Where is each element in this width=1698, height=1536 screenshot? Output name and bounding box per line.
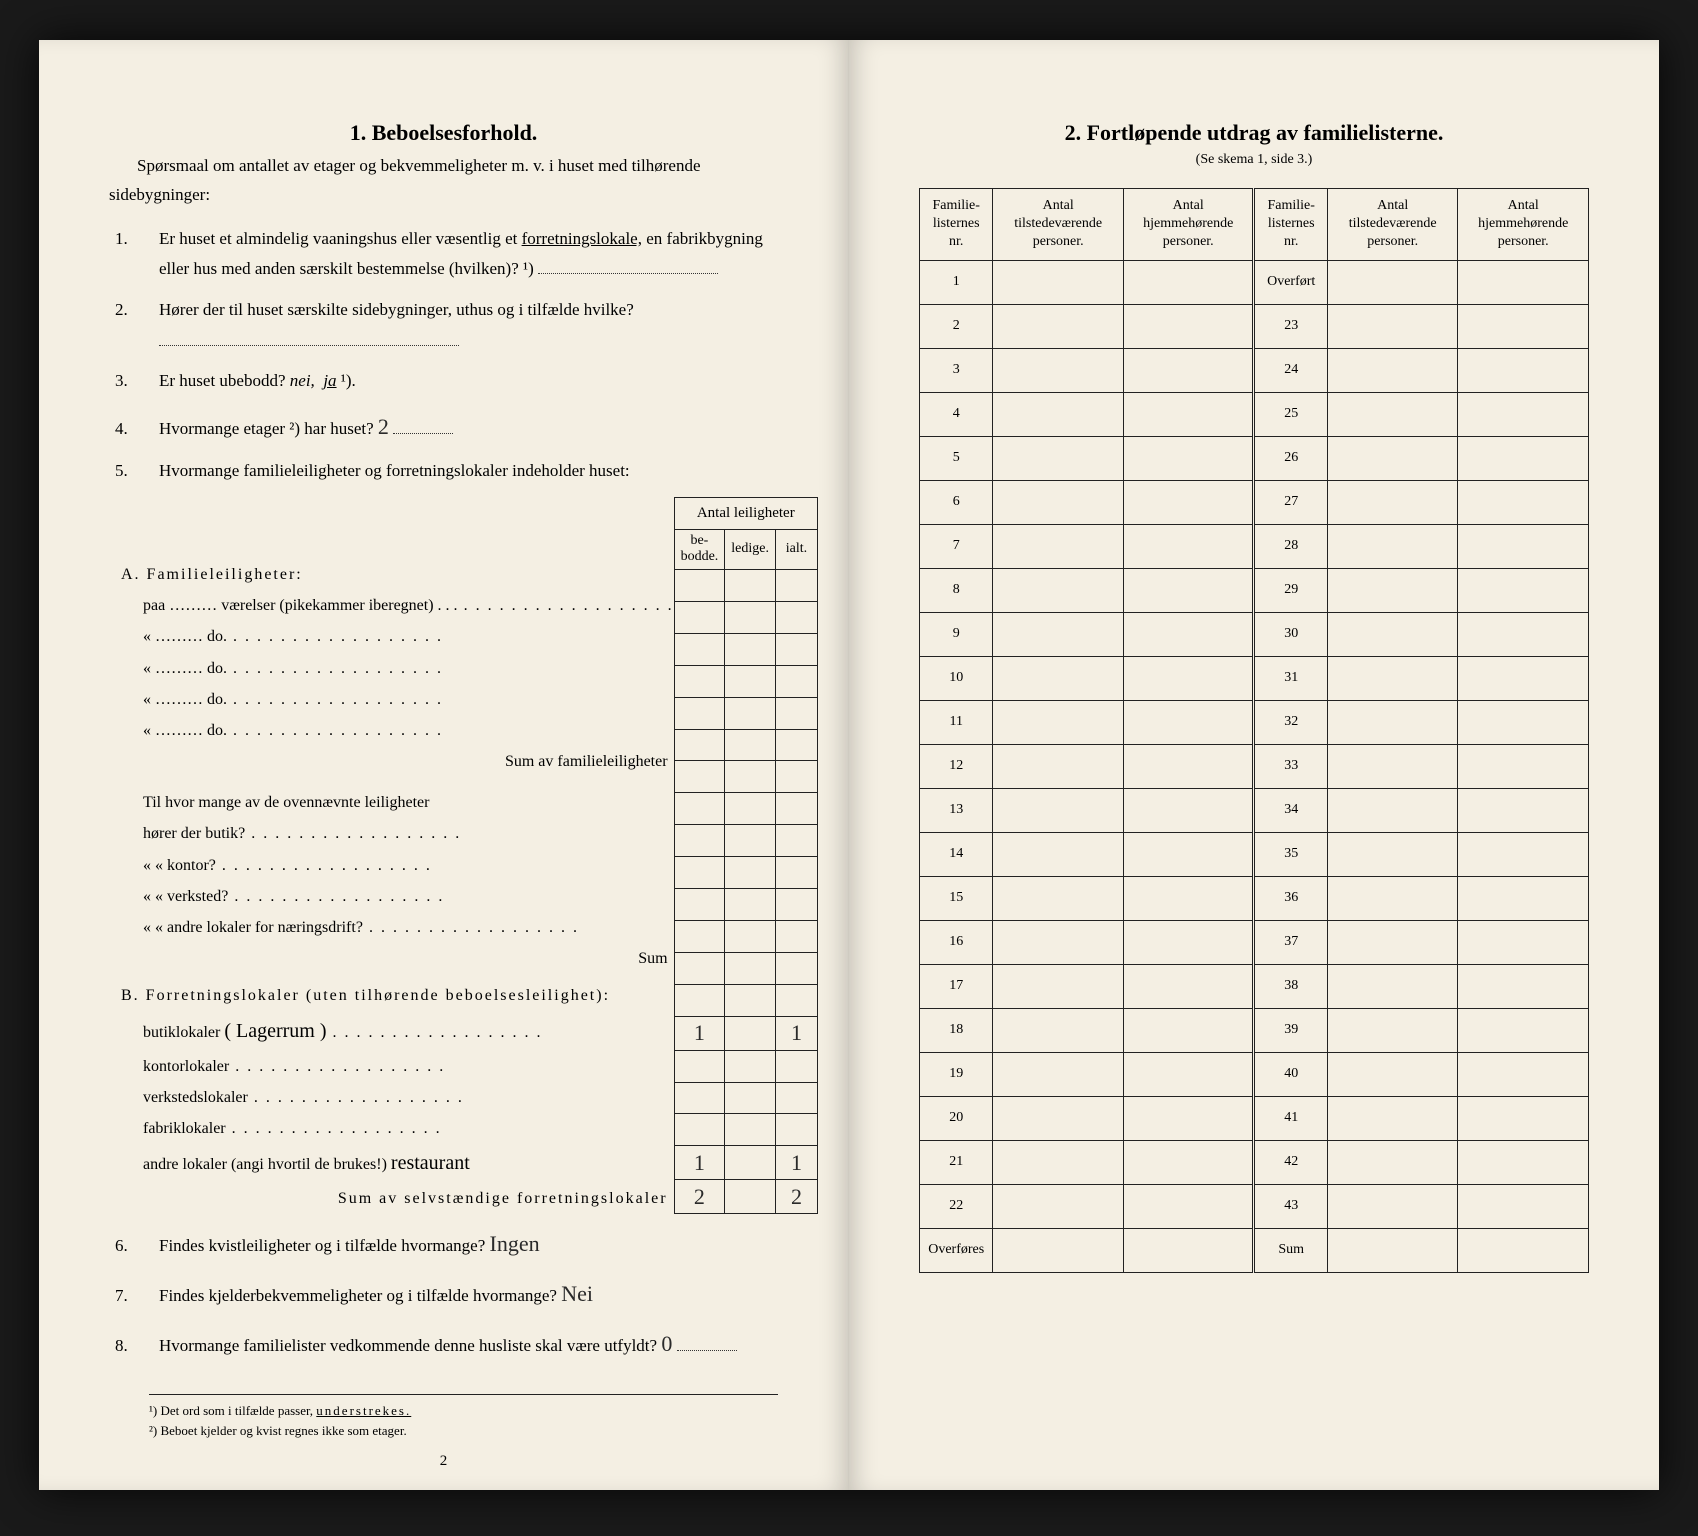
table-row: 1132	[920, 700, 1589, 744]
leiligheter-table: Antal leiligheter be- bodde. ledige. ial…	[674, 497, 818, 1214]
sec-b-title: B. Forretningslokaler (uten tilhørende b…	[109, 980, 674, 1011]
q8: 8.Hvormange familielister vedkommende de…	[137, 1324, 778, 1364]
left-title: 1. Beboelsesforhold.	[109, 120, 778, 146]
page-number: 2	[440, 1453, 448, 1470]
right-title: 2. Fortløpende utdrag av familielisterne…	[919, 120, 1589, 146]
table-row: 930	[920, 612, 1589, 656]
table-row: 2041	[920, 1096, 1589, 1140]
table-row: 1839	[920, 1008, 1589, 1052]
document-spread: 1. Beboelsesforhold. Spørsmaal om antall…	[39, 40, 1659, 1490]
q4: 4.Hvormange etager ²) har huset? 2	[137, 407, 778, 447]
table-row: 1233	[920, 744, 1589, 788]
table-row: 627	[920, 480, 1589, 524]
q5: 5.Hvormange familieleiligheter og forret…	[137, 456, 778, 487]
q2: 2.Hører der til huset særskilte sidebygn…	[137, 295, 778, 356]
q6: 6.Findes kvistleiligheter og i tilfælde …	[137, 1224, 778, 1264]
q1: 1.Er huset et almindelig vaaningshus ell…	[137, 224, 778, 285]
table-row: 1Overført	[920, 260, 1589, 304]
q4-value: 2	[378, 414, 389, 439]
table-row: 1738	[920, 964, 1589, 1008]
page-left: 1. Beboelsesforhold. Spørsmaal om antall…	[39, 40, 849, 1490]
question-list: 1.Er huset et almindelig vaaningshus ell…	[109, 224, 778, 487]
table-row: 1637	[920, 920, 1589, 964]
right-subtitle: (Se skema 1, side 3.)	[919, 152, 1589, 168]
table-row: 1334	[920, 788, 1589, 832]
question-list-2: 6.Findes kvistleiligheter og i tilfælde …	[109, 1224, 778, 1363]
table-row-sum: OverføresSum	[920, 1228, 1589, 1272]
table-row: 1435	[920, 832, 1589, 876]
table-row: 1536	[920, 876, 1589, 920]
table-row: 223	[920, 304, 1589, 348]
family-table-body: 1Overført2233244255266277288299301031113…	[920, 260, 1589, 1272]
intro-text: Spørsmaal om antallet av etager og bekve…	[109, 152, 778, 210]
page-right: 2. Fortløpende utdrag av familielisterne…	[849, 40, 1659, 1490]
table-row: 1940	[920, 1052, 1589, 1096]
family-table: Familie- listernes nr. Antal tilstedevær…	[919, 188, 1589, 1273]
q7: 7.Findes kjelderbekvemmeligheter og i ti…	[137, 1274, 778, 1314]
table-row: 2243	[920, 1184, 1589, 1228]
sec-a-title: A. Familieleiligheter:	[109, 559, 674, 590]
table-row: 1031	[920, 656, 1589, 700]
leiligheter-section: A. Familieleiligheter: paa ……… værelser …	[109, 497, 778, 1214]
table-row: 526	[920, 436, 1589, 480]
q3: 3.Er huset ubebodd? nei, ja ¹).	[137, 366, 778, 397]
footnotes: ¹) Det ord som i tilfælde passer, unders…	[149, 1394, 778, 1440]
table-row: 2142	[920, 1140, 1589, 1184]
table-row: 728	[920, 524, 1589, 568]
table-row: 425	[920, 392, 1589, 436]
table-row: 829	[920, 568, 1589, 612]
table-row: 324	[920, 348, 1589, 392]
